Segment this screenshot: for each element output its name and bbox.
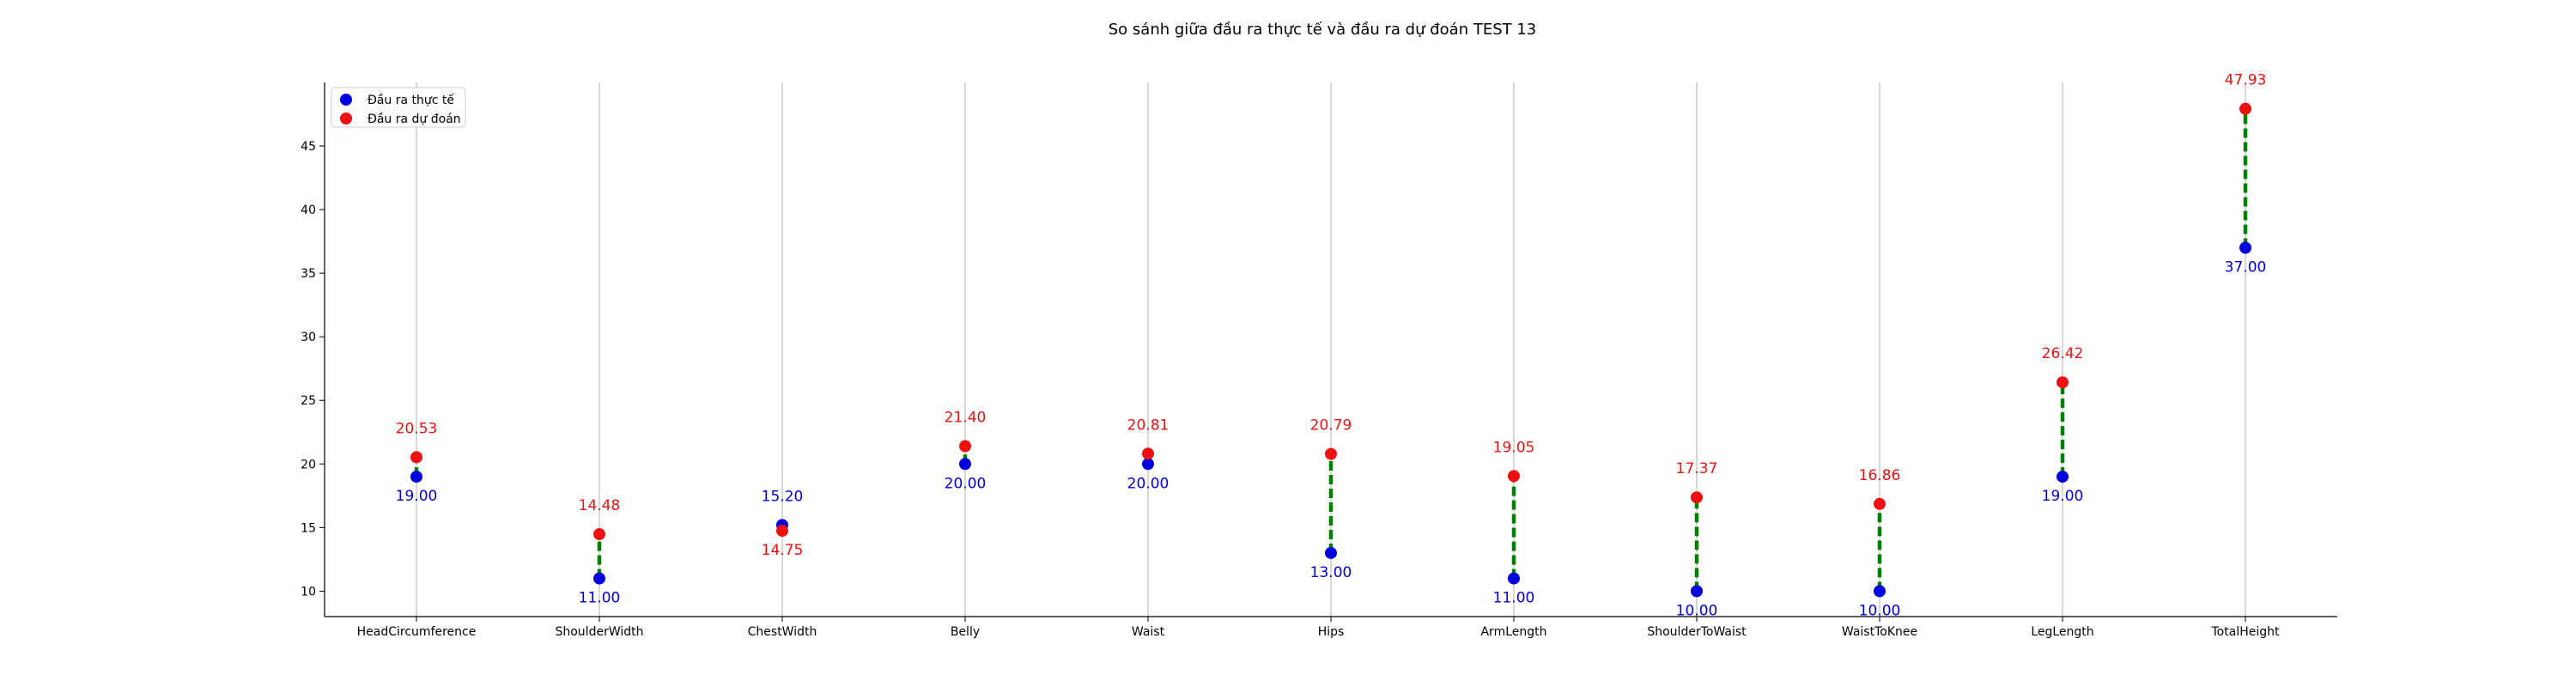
legend-marker xyxy=(340,94,352,106)
predicted-point xyxy=(1325,447,1337,460)
x-tick-label: Belly xyxy=(951,625,980,639)
predicted-value-label: 14.48 xyxy=(579,497,621,514)
x-tick-label: TotalHeight xyxy=(2211,625,2280,639)
predicted-point xyxy=(1874,497,1886,510)
x-tick-label: ShoulderToWaist xyxy=(1647,625,1747,639)
data-labels: 19.00 20.53 11.00 14.48 15.20 14.75 20.00 21.40… xyxy=(396,72,2267,620)
actual-value-label: 10.00 xyxy=(1676,602,1718,619)
y-tick-label: 40 xyxy=(301,204,316,217)
x-tick-label: ChestWidth xyxy=(748,625,817,639)
predicted-value-label: 20.81 xyxy=(1127,416,1170,434)
predicted-value-label: 16.86 xyxy=(1859,467,1901,484)
legend: Đầu ra thực tế Đầu ra dự đoán xyxy=(331,87,466,128)
legend-label: Đầu ra dự đoán xyxy=(368,112,461,126)
x-tick-label: ArmLength xyxy=(1480,625,1546,639)
actual-point xyxy=(2239,241,2251,254)
y-tick-label: 15 xyxy=(301,521,316,535)
actual-point xyxy=(1874,585,1886,598)
actual-point xyxy=(2057,471,2069,483)
predicted-point xyxy=(1691,491,1703,504)
x-tick-label: Waist xyxy=(1132,625,1165,639)
actual-point xyxy=(410,471,422,483)
actual-value-label: 19.00 xyxy=(396,488,438,505)
predicted-value-label: 20.53 xyxy=(396,420,438,437)
x-tick-label: WaistToKnee xyxy=(1842,625,1917,639)
y-tick-label: 25 xyxy=(301,394,316,408)
predicted-value-label: 17.37 xyxy=(1676,460,1718,477)
predicted-point xyxy=(959,440,971,453)
chart-title: So sánh giữa đầu ra thực tế và đầu ra dự… xyxy=(1109,21,1537,39)
actual-point xyxy=(1325,546,1337,559)
actual-point xyxy=(959,458,971,471)
predicted-point xyxy=(776,525,788,538)
data-points xyxy=(410,102,2251,598)
actual-point xyxy=(1508,572,1520,585)
predicted-point xyxy=(2239,102,2251,115)
actual-value-label: 19.00 xyxy=(2042,488,2084,505)
y-tick-label: 30 xyxy=(301,331,316,344)
actual-value-label: 11.00 xyxy=(579,590,621,607)
predicted-point xyxy=(593,528,605,541)
legend-box xyxy=(331,87,466,128)
axes: HeadCircumference ShoulderWidth ChestWidth… xyxy=(301,82,2337,639)
predicted-point xyxy=(2057,376,2069,389)
y-tick-label: 10 xyxy=(301,585,316,599)
predicted-point xyxy=(1142,447,1154,460)
x-tick-label: Hips xyxy=(1318,625,1345,639)
actual-value-label: 37.00 xyxy=(2225,259,2267,277)
actual-value-label: 11.00 xyxy=(1493,590,1535,607)
legend-label: Đầu ra thực tế xyxy=(368,93,454,107)
x-tick-label: ShoulderWidth xyxy=(555,625,643,639)
actual-point xyxy=(1691,585,1703,598)
x-tick-label: HeadCircumference xyxy=(357,625,477,639)
x-tick-label: LegLength xyxy=(2031,625,2093,639)
y-tick-label: 45 xyxy=(301,140,316,154)
actual-value-label: 20.00 xyxy=(945,475,987,492)
y-tick-label: 35 xyxy=(301,267,316,281)
actual-point xyxy=(1142,458,1154,471)
predicted-point xyxy=(410,451,422,464)
predicted-value-label: 14.75 xyxy=(762,542,804,559)
predicted-value-label: 47.93 xyxy=(2225,72,2267,89)
predicted-value-label: 21.40 xyxy=(945,410,987,427)
predicted-value-label: 26.42 xyxy=(2042,345,2084,362)
actual-value-label: 15.20 xyxy=(762,488,804,505)
actual-point xyxy=(593,572,605,585)
actual-value-label: 10.00 xyxy=(1859,602,1901,619)
predicted-point xyxy=(1508,470,1520,483)
actual-value-label: 20.00 xyxy=(1127,475,1170,492)
y-tick-label: 20 xyxy=(301,458,316,471)
actual-value-label: 13.00 xyxy=(1310,564,1352,581)
legend-marker xyxy=(340,112,352,125)
predicted-value-label: 20.79 xyxy=(1310,417,1352,435)
predicted-value-label: 19.05 xyxy=(1493,439,1535,456)
